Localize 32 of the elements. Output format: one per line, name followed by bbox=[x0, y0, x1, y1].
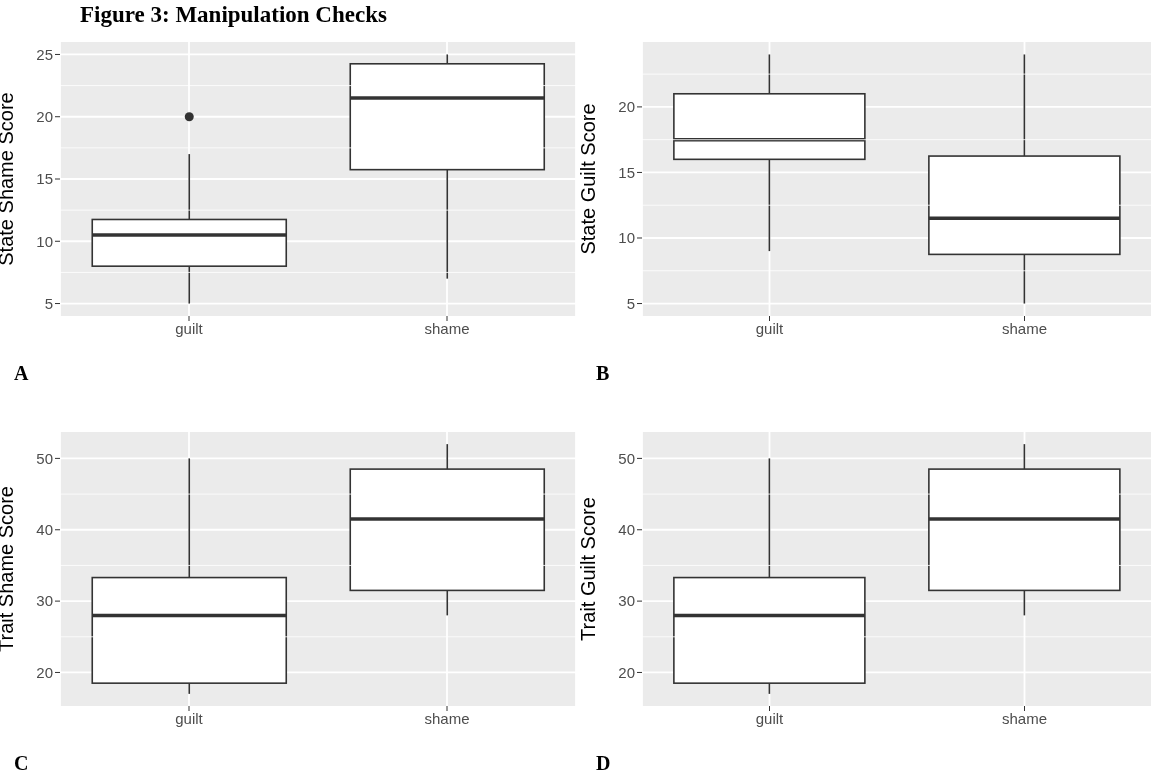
y-tick-label: 15 bbox=[618, 163, 635, 181]
text: A bbox=[14, 362, 29, 385]
x-tick-label: guilt bbox=[755, 319, 785, 337]
y-tick-label: 20 bbox=[36, 663, 53, 681]
x-tick-label: shame bbox=[424, 319, 470, 337]
text: B bbox=[596, 362, 610, 385]
y-tick-label: 5 bbox=[44, 294, 53, 312]
y-tick-label: 30 bbox=[618, 592, 635, 610]
y-tick-label: 20 bbox=[36, 108, 53, 126]
y-tick-label: 20 bbox=[618, 663, 635, 681]
x-tick-label: shame bbox=[1001, 709, 1048, 727]
y-tick-label: 40 bbox=[36, 521, 53, 539]
text: C bbox=[14, 752, 29, 775]
y-tick-label: 20 bbox=[618, 98, 635, 116]
y-tick-label: 25 bbox=[36, 45, 53, 63]
text: D bbox=[596, 752, 611, 775]
chart-title: Figure 3: Manipulation Checks bbox=[80, 2, 387, 28]
y-tick-label: 10 bbox=[618, 229, 635, 247]
x-tick-label: shame bbox=[1001, 319, 1048, 337]
y-axis-title: Trait Guilt Score bbox=[577, 497, 600, 641]
x-tick-label: guilt bbox=[755, 709, 785, 727]
x-tick-label: shame bbox=[424, 709, 470, 727]
y-tick-label: 50 bbox=[618, 449, 635, 467]
y-tick-label: 10 bbox=[36, 232, 53, 250]
y-tick-label: 5 bbox=[626, 294, 635, 312]
x-tick-label: guilt bbox=[175, 319, 204, 337]
y-axis-title: State Guilt Score bbox=[577, 103, 600, 255]
y-tick-label: 50 bbox=[36, 449, 53, 467]
y-tick-label: 40 bbox=[618, 521, 635, 539]
y-tick-label: 30 bbox=[36, 592, 53, 610]
x-tick-label: guilt bbox=[175, 709, 204, 727]
y-tick-label: 15 bbox=[36, 170, 53, 188]
